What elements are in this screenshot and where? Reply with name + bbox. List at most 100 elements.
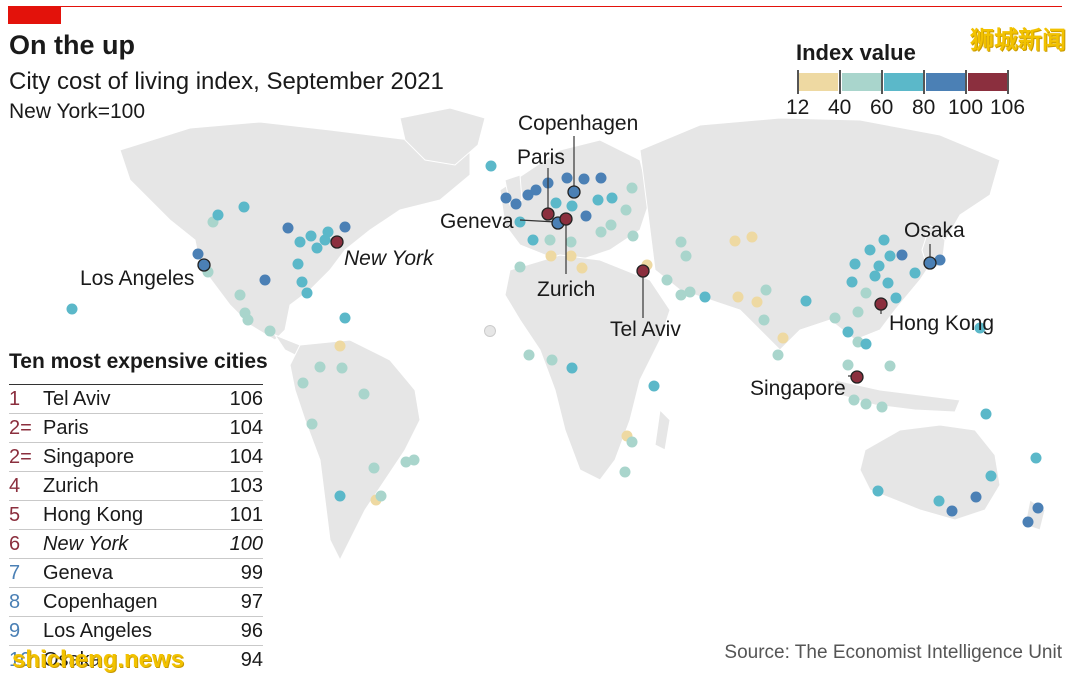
city-dot	[626, 436, 638, 448]
city-dot	[212, 209, 224, 221]
city-dot	[510, 198, 522, 210]
table-row: 7 Geneva 99	[9, 558, 263, 587]
city-dot	[238, 201, 250, 213]
city-dot	[565, 236, 577, 248]
city-dot	[946, 505, 958, 517]
city-dot	[375, 490, 387, 502]
row-city: Paris	[43, 417, 89, 439]
source-note: Source: The Economist Intelligence Unit	[724, 642, 1062, 663]
row-city: Copenhagen	[43, 591, 158, 613]
city-dot-hong-kong	[874, 297, 888, 311]
legend-tick	[839, 70, 841, 94]
city-dot	[314, 361, 326, 373]
city-dot	[234, 289, 246, 301]
africa	[504, 254, 671, 481]
label-singapore: Singapore	[750, 377, 846, 400]
city-dot	[544, 234, 556, 246]
city-dot	[576, 262, 588, 274]
city-dot	[680, 250, 692, 262]
city-dot	[264, 325, 276, 337]
legend-swatch	[798, 73, 838, 91]
city-dot	[500, 192, 512, 204]
table-row: 1 Tel Aviv 106	[9, 384, 263, 413]
city-dot	[890, 292, 902, 304]
table-row: 5 Hong Kong 101	[9, 500, 263, 529]
asia	[639, 117, 1001, 351]
city-dot	[758, 314, 770, 326]
city-dot	[580, 210, 592, 222]
row-value: 97	[240, 591, 263, 613]
city-dot	[1032, 502, 1044, 514]
table-row: 9 Los Angeles 96	[9, 616, 263, 645]
city-dot	[527, 234, 539, 246]
row-city: Tel Aviv	[43, 388, 111, 410]
table-row: 6 New York 100	[9, 529, 263, 558]
city-dot	[846, 276, 858, 288]
city-dot	[620, 204, 632, 216]
city-dot	[675, 236, 687, 248]
city-dot-zurich	[559, 212, 573, 226]
madagascar	[654, 408, 671, 451]
label-copenhagen: Copenhagen	[518, 112, 638, 135]
city-dot	[322, 226, 334, 238]
city-dot	[896, 249, 908, 261]
row-rank: 10	[9, 649, 32, 671]
label-zurich: Zurich	[537, 278, 595, 301]
city-dot	[849, 258, 861, 270]
legend-tick	[1007, 70, 1009, 94]
row-rank: 7	[9, 562, 21, 584]
watermark-top: 狮城新闻	[970, 26, 1066, 54]
label-geneva: Geneva	[440, 210, 514, 233]
city-dot	[675, 289, 687, 301]
city-dot	[592, 194, 604, 206]
city-dot	[550, 197, 562, 209]
australia	[859, 424, 1001, 521]
row-value: 100	[229, 533, 263, 555]
greenland	[399, 107, 486, 166]
page-subtitle: City cost of living index, September 202…	[9, 68, 444, 95]
city-dot	[305, 230, 317, 242]
city-dot	[282, 222, 294, 234]
row-value: 104	[229, 446, 263, 468]
city-dot	[648, 380, 660, 392]
city-dot	[192, 248, 204, 260]
row-rank: 5	[9, 504, 21, 526]
city-dot	[934, 254, 946, 266]
legend-tick-label: 80	[912, 96, 936, 119]
label-los-angeles: Los Angeles	[80, 267, 194, 290]
city-dot	[970, 491, 982, 503]
row-rank: 4	[9, 475, 21, 497]
row-rank: 8	[9, 591, 21, 613]
legend-tick	[881, 70, 883, 94]
city-dot	[595, 172, 607, 184]
table-title: Ten most expensive cities	[9, 350, 268, 373]
city-dot	[872, 485, 884, 497]
page-title: On the up	[9, 30, 135, 60]
city-dot	[336, 362, 348, 374]
label-osaka: Osaka	[904, 219, 965, 242]
highlight-dots	[197, 185, 937, 384]
city-dot	[311, 242, 323, 254]
city-dot	[546, 354, 558, 366]
table-row: 2= Paris 104	[9, 413, 263, 442]
city-dot-paris	[541, 207, 555, 221]
city-dots	[66, 160, 1044, 528]
city-dot	[561, 172, 573, 184]
city-dot	[864, 244, 876, 256]
city-dot	[595, 226, 607, 238]
city-dot	[566, 362, 578, 374]
row-value: 103	[229, 475, 263, 497]
city-dot	[294, 236, 306, 248]
city-dot-singapore	[850, 370, 864, 384]
row-city: Los Angeles	[43, 620, 152, 642]
city-dot	[627, 230, 639, 242]
south-america	[289, 339, 421, 562]
city-dot	[842, 359, 854, 371]
city-dot	[933, 495, 945, 507]
city-dot	[1030, 452, 1042, 464]
city-dot	[408, 454, 420, 466]
city-dot-copenhagen	[567, 185, 581, 199]
row-rank: 1	[9, 388, 21, 410]
city-dot	[729, 235, 741, 247]
